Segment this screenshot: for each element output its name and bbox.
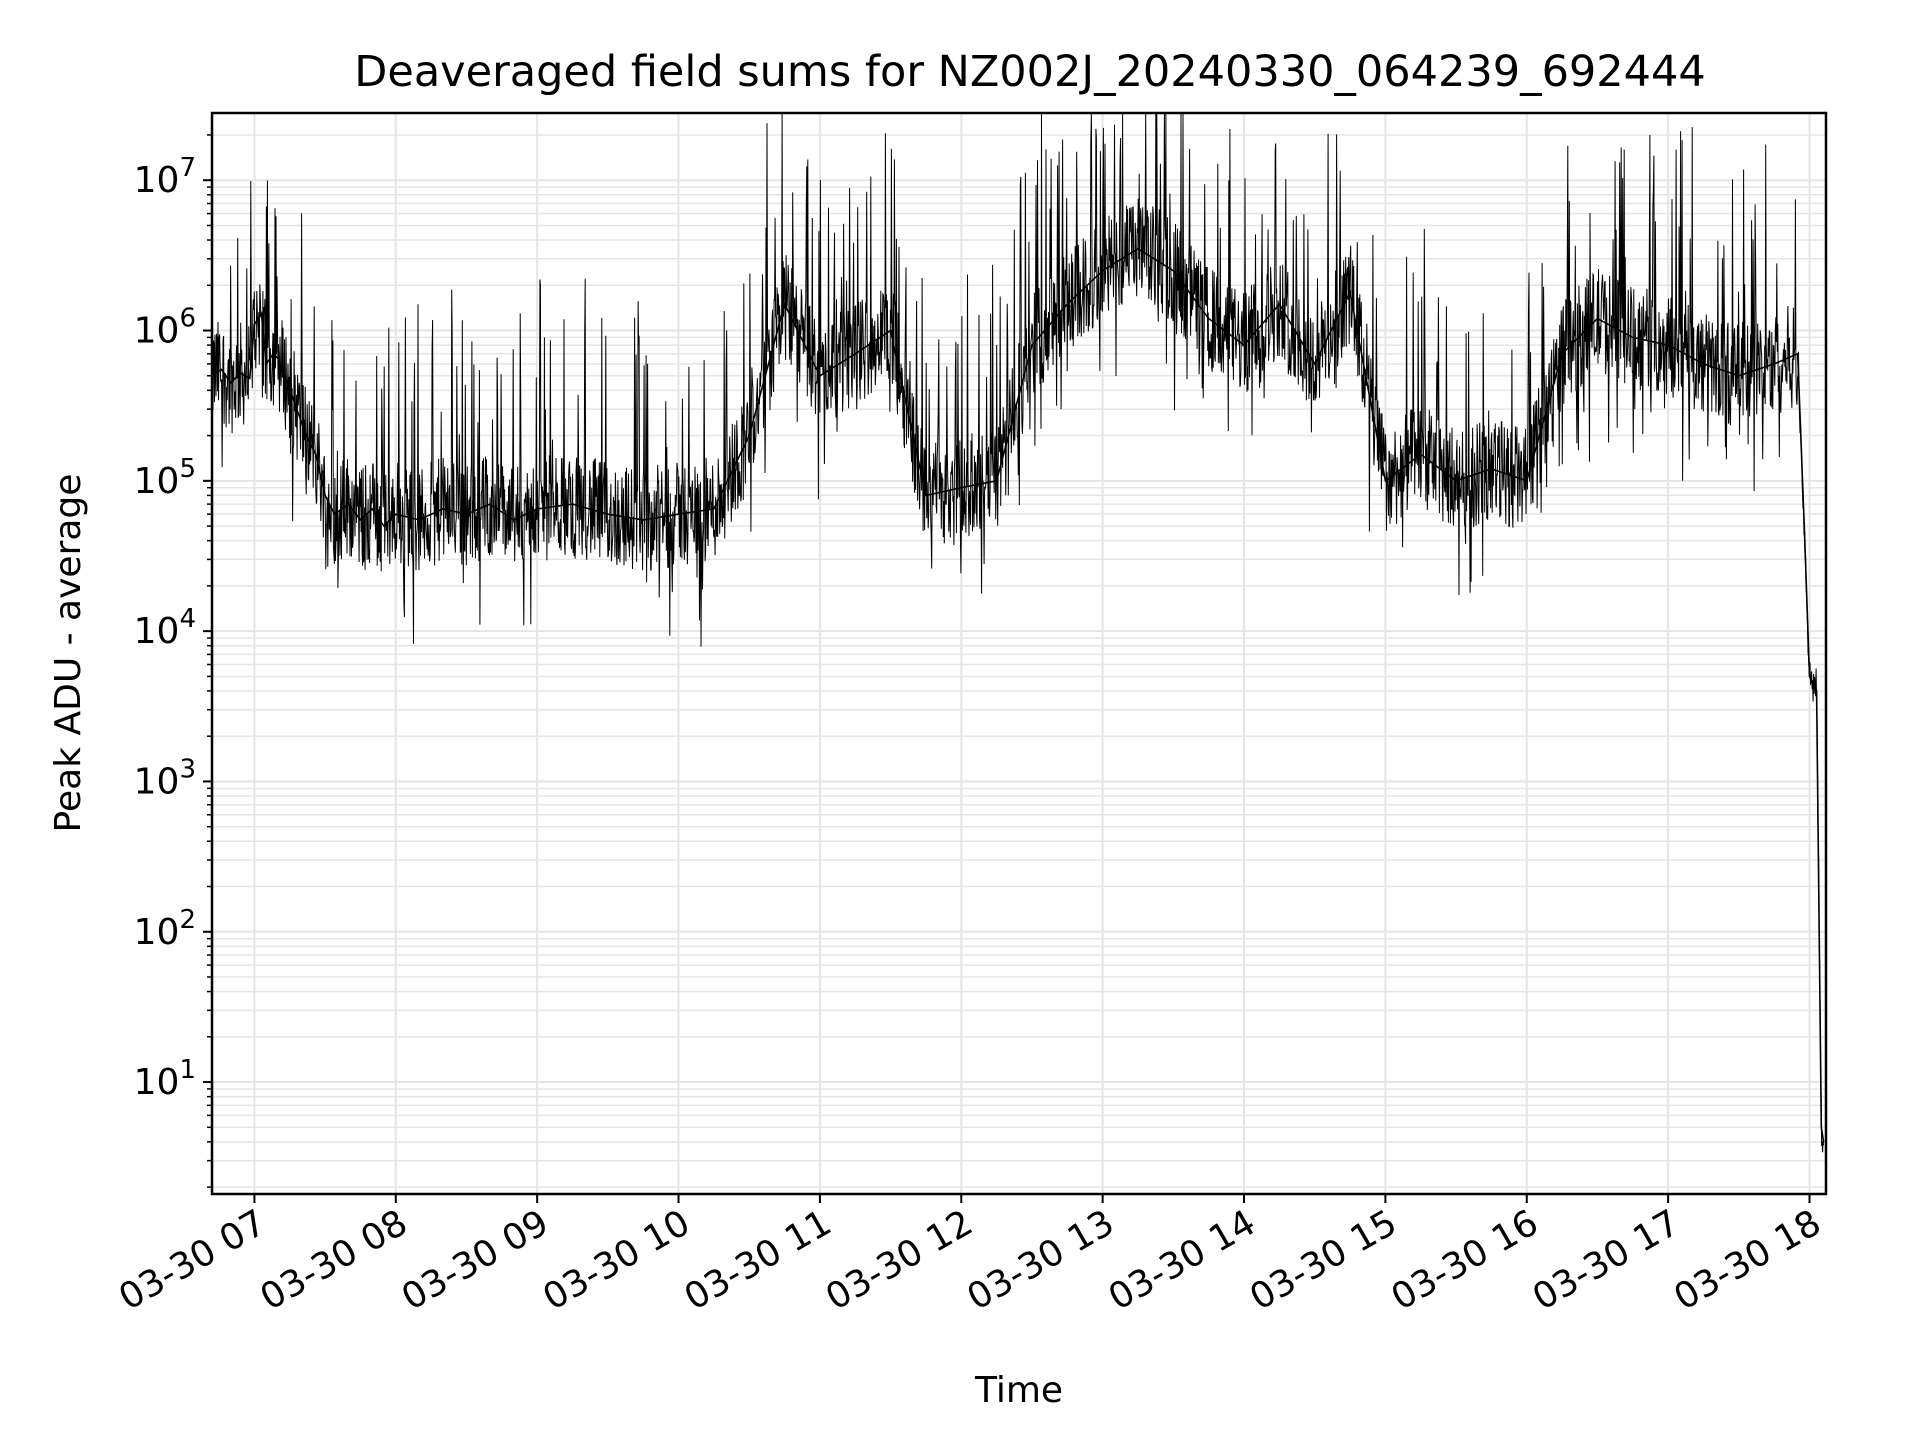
x-axis-label: Time [974,1370,1063,1411]
y-tick-label: 106 [134,304,196,352]
y-tick-label: 105 [134,454,196,502]
y-tick-label: 102 [134,905,196,953]
y-tick-label: 101 [134,1055,196,1103]
major-gridlines [212,113,1826,1194]
plot-frame [210,111,1828,1196]
dense-trace-path [211,112,1825,1153]
y-tick-label: 107 [134,153,196,201]
dense-data-trace [211,112,1825,1153]
y-tick-label: 103 [134,754,196,802]
data-series [211,247,1825,1143]
series-line [211,247,1825,1143]
y-axis-label: Peak ADU - average [48,474,89,833]
chart-title: Deaveraged field sums for NZ002J_2024033… [354,47,1705,97]
y-axis-ticks: 101 102 103 104 105 106 107 [134,134,212,1188]
y-tick-label: 104 [134,604,196,652]
